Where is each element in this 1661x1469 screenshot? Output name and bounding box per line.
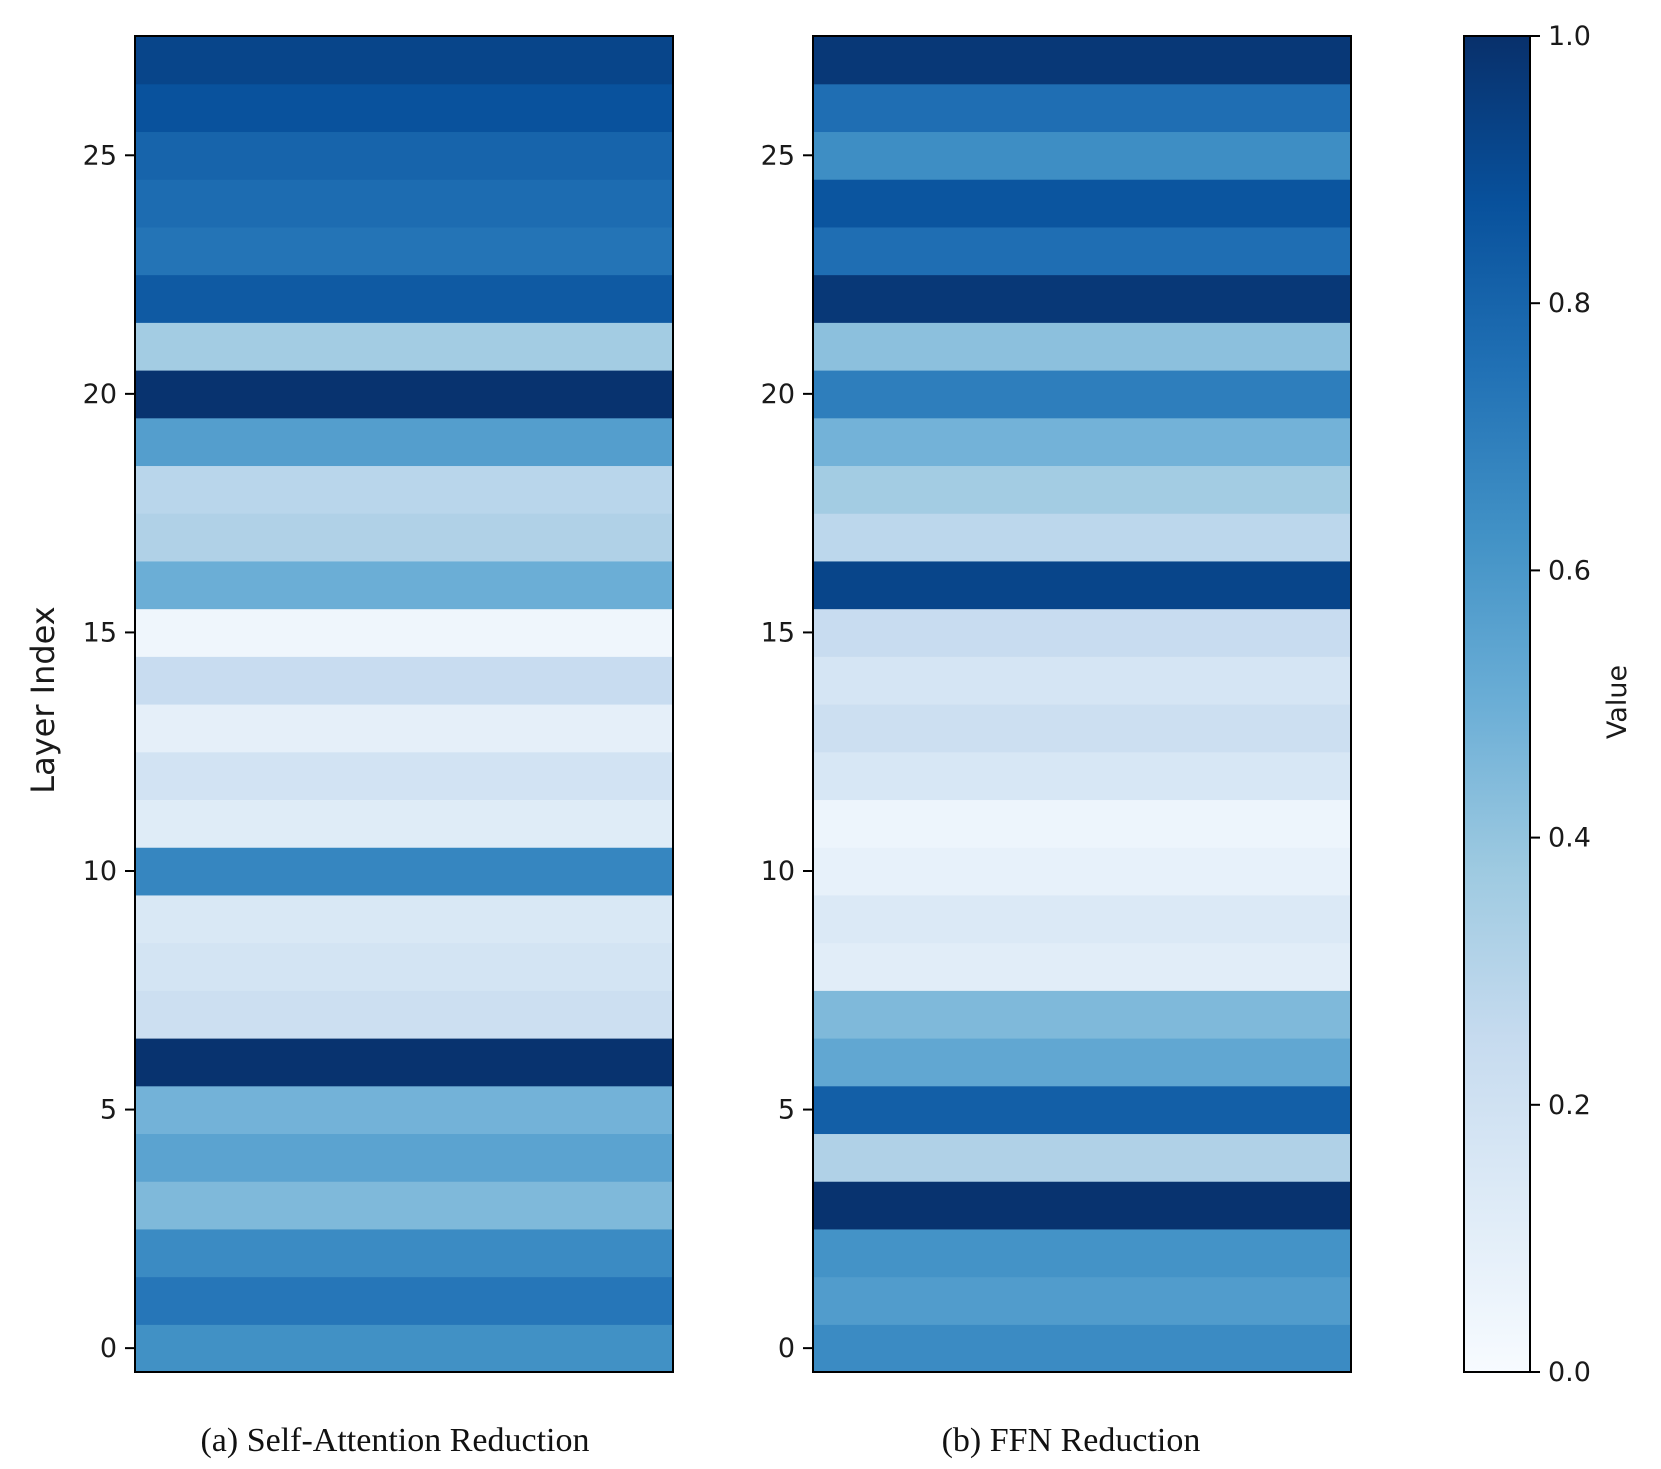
heatmap-cell-ffn-layer-2 — [813, 1228, 1351, 1278]
colorbar-tick-label-0.4: 0.4 — [1548, 823, 1591, 854]
heatmap-cell-self-attention-layer-15 — [135, 608, 673, 657]
heatmap-cell-ffn-layer-15 — [813, 608, 1351, 657]
y-tick-label-self-attention-25: 25 — [83, 140, 117, 171]
heatmap-cell-ffn-layer-20 — [813, 370, 1351, 419]
heatmap-cell-ffn-layer-8 — [813, 942, 1351, 991]
y-tick-label-self-attention-20: 20 — [83, 379, 117, 410]
heatmap-cell-self-attention-layer-26 — [135, 83, 673, 133]
colorbar-gradient — [1464, 36, 1530, 1372]
heatmap-frame-ffn — [812, 35, 1352, 1373]
heatmap-cell-self-attention-layer-16 — [135, 560, 673, 610]
colorbar: 0.0 0.2 0.4 0.6 0.8 1.0 Value — [1463, 21, 1633, 1388]
heatmap-cell-ffn-layer-27 — [813, 36, 1351, 85]
colorbar-tick-label-0.0: 0.0 — [1548, 1357, 1591, 1388]
y-tick-label-self-attention-10: 10 — [83, 856, 117, 887]
heatmap-cell-self-attention-layer-7 — [135, 990, 673, 1039]
heatmap-cell-self-attention-layer-22 — [135, 274, 673, 323]
heatmap-cell-self-attention-layer-5 — [135, 1085, 673, 1135]
heatmap-cell-self-attention-layer-13 — [135, 704, 673, 753]
colorbar-tick-label-0.8: 0.8 — [1548, 288, 1591, 319]
heatmap-cell-self-attention-layer-8 — [135, 942, 673, 991]
heatmap-cell-self-attention-layer-14 — [135, 656, 673, 705]
heatmap-cell-self-attention-layer-4 — [135, 1133, 673, 1182]
heatmap-cell-self-attention-layer-25 — [135, 131, 673, 180]
caption-self-attention: (a) Self-Attention Reduction — [200, 1422, 589, 1459]
y-tick-label-ffn-15: 15 — [761, 617, 795, 648]
heatmap-cell-ffn-layer-21 — [813, 322, 1351, 371]
colorbar-tick-label-0.6: 0.6 — [1548, 555, 1591, 586]
heatmap-cell-self-attention-layer-3 — [135, 1181, 673, 1230]
heatmap-cell-self-attention-layer-11 — [135, 799, 673, 848]
heatmap-cell-ffn-layer-19 — [813, 417, 1351, 467]
heatmap-cell-self-attention-layer-0 — [135, 1324, 673, 1373]
heatmap-cell-self-attention-layer-24 — [135, 179, 673, 228]
heatmap-cell-ffn-layer-22 — [813, 274, 1351, 323]
heatmap-cell-ffn-layer-25 — [813, 131, 1351, 180]
heatmap-cell-ffn-layer-14 — [813, 656, 1351, 705]
heatmap-cell-ffn-layer-16 — [813, 560, 1351, 610]
y-tick-label-ffn-0: 0 — [778, 1333, 795, 1364]
heatmap-cell-ffn-layer-12 — [813, 751, 1351, 801]
heatmap-cell-self-attention-layer-2 — [135, 1228, 673, 1278]
heatmap-cell-ffn-layer-24 — [813, 179, 1351, 228]
heatmap-cell-self-attention-layer-12 — [135, 751, 673, 801]
colorbar-label: Value — [1602, 665, 1633, 739]
heatmap-cell-self-attention-layer-9 — [135, 894, 673, 944]
heatmap-cell-ffn-layer-13 — [813, 704, 1351, 753]
y-axis-ticks-ffn: 0 5 10 15 20 25 — [761, 140, 813, 1364]
heatmap-cells-self-attention — [135, 36, 673, 1373]
y-tick-label-self-attention-5: 5 — [100, 1095, 117, 1126]
heatmap-cell-ffn-layer-18 — [813, 465, 1351, 514]
heatmap-cell-ffn-layer-26 — [813, 83, 1351, 133]
heatmap-cell-ffn-layer-5 — [813, 1085, 1351, 1135]
y-tick-label-ffn-20: 20 — [761, 379, 795, 410]
heatmap-cell-self-attention-layer-6 — [135, 1038, 673, 1087]
y-axis-ticks-self-attention: 0 5 10 15 20 25 — [83, 140, 135, 1364]
heatmap-cell-self-attention-layer-23 — [135, 226, 673, 276]
heatmap-cell-ffn-layer-0 — [813, 1324, 1351, 1373]
heatmap-cell-ffn-layer-17 — [813, 513, 1351, 562]
colorbar-tick-label-1.0: 1.0 — [1548, 21, 1591, 52]
heatmap-cell-self-attention-layer-10 — [135, 847, 673, 896]
y-tick-label-ffn-25: 25 — [761, 140, 795, 171]
heatmap-cell-self-attention-layer-1 — [135, 1276, 673, 1325]
heatmap-cell-self-attention-layer-17 — [135, 513, 673, 562]
heatmap-cell-self-attention-layer-19 — [135, 417, 673, 467]
heatmap-cells-ffn — [813, 36, 1351, 1373]
heatmap-cell-ffn-layer-1 — [813, 1276, 1351, 1325]
caption-ffn: (b) FFN Reduction — [942, 1422, 1201, 1459]
heatmap-cell-ffn-layer-10 — [813, 847, 1351, 896]
colorbar-ticks: 0.0 0.2 0.4 0.6 0.8 1.0 — [1530, 21, 1591, 1388]
heatmap-cell-ffn-layer-11 — [813, 799, 1351, 848]
heatmap-frame-self-attention — [134, 35, 674, 1373]
colorbar-frame — [1463, 35, 1531, 1373]
y-tick-label-self-attention-0: 0 — [100, 1333, 117, 1364]
y-tick-label-ffn-5: 5 — [778, 1095, 795, 1126]
heatmap-cell-self-attention-layer-21 — [135, 322, 673, 371]
y-tick-label-ffn-10: 10 — [761, 856, 795, 887]
heatmap-cell-ffn-layer-7 — [813, 990, 1351, 1039]
heatmap-cell-ffn-layer-3 — [813, 1181, 1351, 1230]
heatmap-cell-self-attention-layer-27 — [135, 36, 673, 85]
heatmap-panel-self-attention: 0 5 10 15 20 25 Layer Index (a) Self-Attentio… — [24, 35, 674, 1459]
heatmap-cell-ffn-layer-23 — [813, 226, 1351, 276]
heatmap-cell-ffn-layer-6 — [813, 1038, 1351, 1087]
y-tick-label-self-attention-15: 15 — [83, 617, 117, 648]
heatmap-panel-ffn: 0 5 10 15 20 25 (b) FFN Reduction — [761, 35, 1352, 1459]
heatmap-cell-ffn-layer-4 — [813, 1133, 1351, 1182]
heatmap-cell-self-attention-layer-18 — [135, 465, 673, 514]
heatmap-cell-ffn-layer-9 — [813, 894, 1351, 944]
y-axis-label: Layer Index — [24, 606, 62, 793]
colorbar-tick-label-0.2: 0.2 — [1548, 1090, 1591, 1121]
heatmap-cell-self-attention-layer-20 — [135, 370, 673, 419]
